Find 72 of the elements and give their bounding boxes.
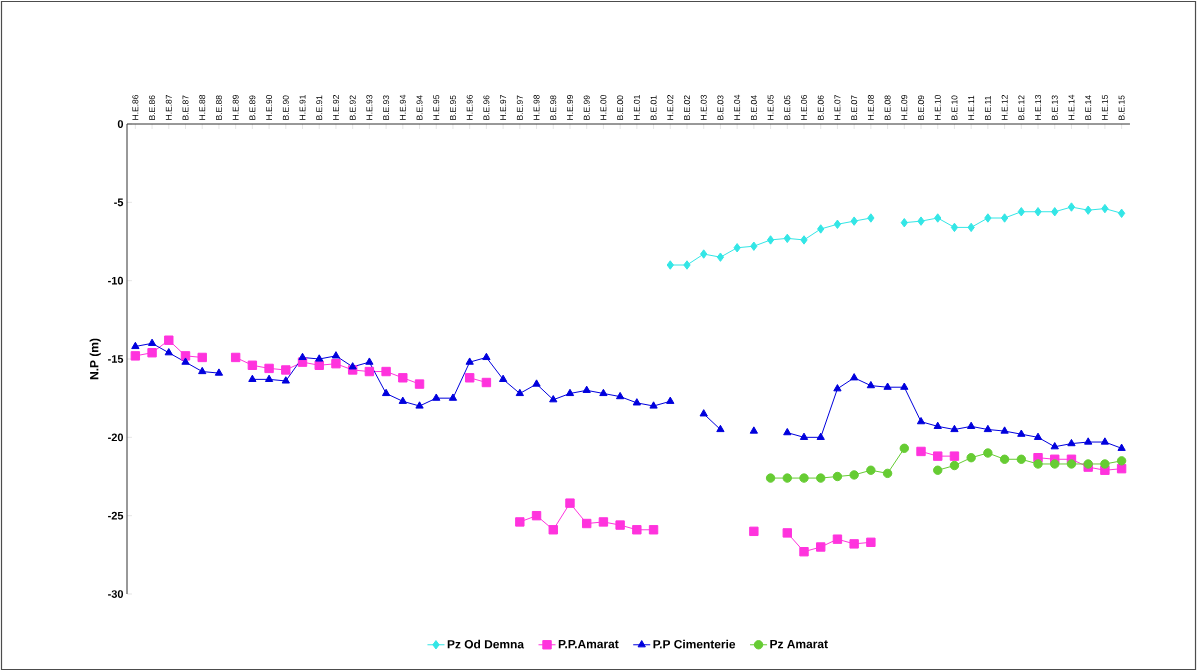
x-tick-label: B.E.05 xyxy=(784,95,791,120)
y-tick-label: 0 xyxy=(117,120,124,128)
x-tick-label: B.E.94 xyxy=(416,95,423,120)
x-tick-label: H.E.03 xyxy=(700,94,707,120)
x-tick-label: H.E.15 xyxy=(1101,94,1108,120)
x-tick-label: B.E.92 xyxy=(349,95,356,120)
y-tick-label: -30 xyxy=(108,590,124,598)
x-tick-label: B.E.99 xyxy=(583,95,590,120)
x-tick-label: H.E.91 xyxy=(299,95,306,120)
x-tick-label: H.E.96 xyxy=(466,94,473,120)
x-tick-label: H.E.95 xyxy=(433,94,440,120)
x-tick-label: H.E.08 xyxy=(867,94,874,120)
x-tick-label: H.E.94 xyxy=(399,94,406,120)
x-tick-label: B.E.07 xyxy=(851,95,858,120)
x-tick-label: B.E.90 xyxy=(282,95,289,120)
x-tick-label: B.E.15 xyxy=(1118,95,1125,120)
x-tick-label: B.E.88 xyxy=(215,95,222,120)
x-tick-label: H.E.14 xyxy=(1068,94,1075,120)
x-tick-label: H.E.11 xyxy=(968,95,975,120)
x-tick-label: B.E.98 xyxy=(550,95,557,120)
x-tick-label: B.E.00 xyxy=(617,95,624,120)
y-tick-label: -20 xyxy=(108,433,124,442)
x-tick-label: B.E.09 xyxy=(918,95,925,120)
legend-label: Pz Amarat xyxy=(770,639,828,649)
x-tick-label: B.E.13 xyxy=(1051,95,1058,120)
x-tick-label: B.E.86 xyxy=(149,95,156,120)
x-tick-label: B.E.02 xyxy=(684,95,690,120)
x-tick-label: H.E.13 xyxy=(1035,94,1042,120)
x-tick-label: B.E.08 xyxy=(884,95,891,120)
x-tick-label: H.E.98 xyxy=(533,94,540,120)
x-tick-label: H.E.10 xyxy=(934,94,941,120)
x-tick-label: B.E.10 xyxy=(951,95,958,120)
x-tick-label: H.E.01 xyxy=(633,95,640,120)
x-tick-label: H.E.02 xyxy=(667,95,674,120)
x-tick-label: H.E.87 xyxy=(165,95,172,120)
x-tick-label: B.E.14 xyxy=(1085,95,1092,120)
x-tick-label: H.E.07 xyxy=(834,95,841,120)
x-tick-label: H.E.12 xyxy=(1001,95,1008,120)
y-axis-title: N.P (m) xyxy=(89,338,101,380)
x-tick-label: H.E.00 xyxy=(600,94,607,120)
y-tick-label: -15 xyxy=(108,355,124,363)
y-tick-label: -5 xyxy=(114,198,124,207)
x-tick-label: B.E.95 xyxy=(449,95,456,120)
x-tick-label: B.E.01 xyxy=(650,95,657,120)
x-tick-label: H.E.99 xyxy=(566,94,573,120)
legend-label: P.P Cimenterie xyxy=(653,639,736,649)
x-tick-label: H.E.04 xyxy=(734,94,741,120)
legend-label: P.P.Amarat xyxy=(558,639,619,649)
x-tick-label: B.E.96 xyxy=(483,95,490,120)
x-tick-label: H.E.97 xyxy=(500,95,507,120)
x-tick-label: B.E.12 xyxy=(1018,95,1025,120)
x-tick-label: B.E.06 xyxy=(817,95,824,120)
x-tick-label: B.E.11 xyxy=(984,96,991,120)
x-tick-label: H.E.06 xyxy=(801,94,807,120)
x-tick-label: B.E.91 xyxy=(316,95,323,120)
x-tick-label: H.E.09 xyxy=(901,94,908,120)
x-tick-label: B.E.93 xyxy=(383,95,390,120)
x-tick-label: H.E.86 xyxy=(132,94,139,120)
x-tick-label: B.E.04 xyxy=(750,95,757,120)
x-tick-label: B.E.87 xyxy=(182,95,189,120)
x-tick-label: H.E.92 xyxy=(332,95,339,120)
y-tick-label: -25 xyxy=(108,511,124,520)
x-tick-label: B.E.89 xyxy=(249,95,256,120)
x-tick-label: H.E.90 xyxy=(266,94,273,120)
x-tick-label: H.E.05 xyxy=(767,94,774,120)
y-tick-label: -10 xyxy=(108,276,124,285)
x-tick-label: H.E.93 xyxy=(366,94,373,120)
x-tick-label: B.E.97 xyxy=(516,95,523,120)
x-tick-label: B.E.03 xyxy=(717,95,724,120)
x-tick-label: H.E.88 xyxy=(199,94,206,120)
x-tick-label: H.E.89 xyxy=(232,94,239,120)
legend-label: Pz Od Demna xyxy=(447,639,525,649)
